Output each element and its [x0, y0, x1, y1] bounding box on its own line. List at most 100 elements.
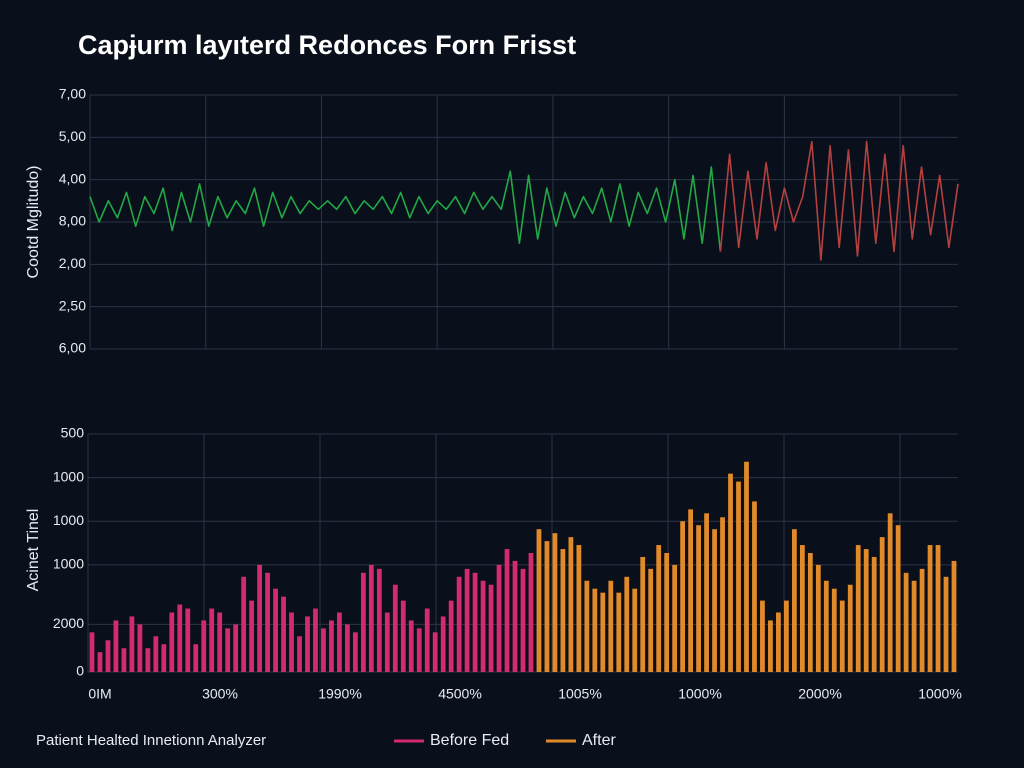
- bar: [233, 624, 239, 672]
- bar: [768, 620, 773, 672]
- x-tick-label: 1000%: [918, 686, 962, 702]
- bar: [903, 572, 909, 672]
- bar: [193, 644, 199, 672]
- bar: [608, 580, 614, 672]
- bar: [720, 517, 725, 672]
- bar: [384, 612, 390, 672]
- y-axis-title: Acinet Tinel: [25, 509, 42, 592]
- bar: [456, 576, 462, 672]
- bar: [927, 545, 933, 672]
- bar: [121, 648, 127, 672]
- bar: [448, 600, 454, 672]
- bar: [376, 568, 382, 672]
- bar: [648, 568, 654, 672]
- y-tick-label: 1000: [53, 468, 84, 484]
- y-tick-label: 1000: [53, 512, 84, 528]
- bar: [688, 509, 694, 672]
- bar: [137, 624, 143, 672]
- x-tick-label: 300%: [202, 686, 238, 702]
- bar: [209, 608, 215, 672]
- waveform: [89, 166, 722, 252]
- bar: [935, 545, 941, 672]
- y-tick-label: 8,00: [59, 213, 86, 229]
- x-tick-label: 4500%: [438, 686, 482, 702]
- bar: [329, 620, 334, 672]
- bar: [536, 529, 542, 672]
- bar: [807, 553, 813, 672]
- bar: [416, 628, 422, 672]
- bar: [528, 553, 534, 672]
- bar: [161, 644, 167, 672]
- bar: [496, 564, 502, 672]
- bar: [113, 620, 119, 672]
- bar: [185, 608, 191, 672]
- bar: [895, 525, 901, 672]
- bar: [97, 652, 103, 672]
- bar: [89, 632, 95, 672]
- bar: [736, 481, 741, 672]
- footer: Patient Healted Innetionn Analyzer: [36, 732, 266, 749]
- bar: [831, 588, 837, 672]
- bar: [560, 549, 566, 672]
- bar: [105, 640, 111, 672]
- bar: [712, 529, 717, 672]
- bar: [153, 636, 159, 672]
- y-tick-label: 2,50: [59, 297, 86, 313]
- waveform: [719, 140, 959, 261]
- bar: [672, 564, 678, 672]
- x-tick-label: 1000%: [678, 686, 722, 702]
- bar: [504, 549, 510, 672]
- bar: [656, 545, 662, 672]
- bar: [568, 537, 574, 672]
- bar: [760, 600, 765, 672]
- legend-label: Before Fed: [430, 732, 509, 749]
- bar: [776, 612, 781, 672]
- y-tick-label: 5,00: [59, 128, 86, 144]
- bar: [249, 600, 255, 672]
- y-tick-label: 1000: [53, 556, 84, 572]
- y-tick-label: 500: [61, 425, 85, 441]
- bar: [169, 612, 175, 672]
- bar: [863, 549, 869, 672]
- y-tick-label: 7,00: [59, 86, 86, 102]
- legend-label: After: [582, 732, 616, 749]
- bar: [728, 473, 733, 672]
- bar: [696, 525, 701, 672]
- bar: [664, 553, 670, 672]
- bar: [217, 612, 223, 672]
- bar: [847, 584, 853, 672]
- bar: [943, 576, 949, 672]
- bar: [305, 616, 310, 672]
- bar: [464, 568, 470, 672]
- bar: [544, 541, 550, 672]
- bar: [552, 533, 558, 672]
- bar: [360, 572, 366, 672]
- bar: [257, 564, 262, 672]
- bar: [640, 556, 646, 672]
- title: Capɉurm layıterd Redonces Forn Frisst: [78, 30, 576, 60]
- bar: [472, 572, 478, 672]
- bar: [241, 576, 247, 672]
- y-axis-title: Cootd Mglitudo): [25, 166, 42, 279]
- bar: [600, 592, 606, 672]
- bar: [784, 600, 789, 672]
- bar: [855, 545, 861, 672]
- bar: [632, 588, 638, 672]
- bar: [225, 628, 231, 672]
- bar: [919, 568, 925, 672]
- bar: [680, 521, 686, 672]
- bar: [352, 632, 358, 672]
- bar: [592, 588, 598, 672]
- bar: [313, 608, 318, 672]
- bar: [791, 529, 797, 672]
- bar: [368, 564, 374, 672]
- bar: [440, 616, 446, 672]
- bar: [345, 624, 350, 672]
- bar: [815, 564, 821, 672]
- bar: [281, 596, 286, 672]
- bar: [392, 584, 398, 672]
- bar: [488, 584, 494, 672]
- bar: [145, 648, 151, 672]
